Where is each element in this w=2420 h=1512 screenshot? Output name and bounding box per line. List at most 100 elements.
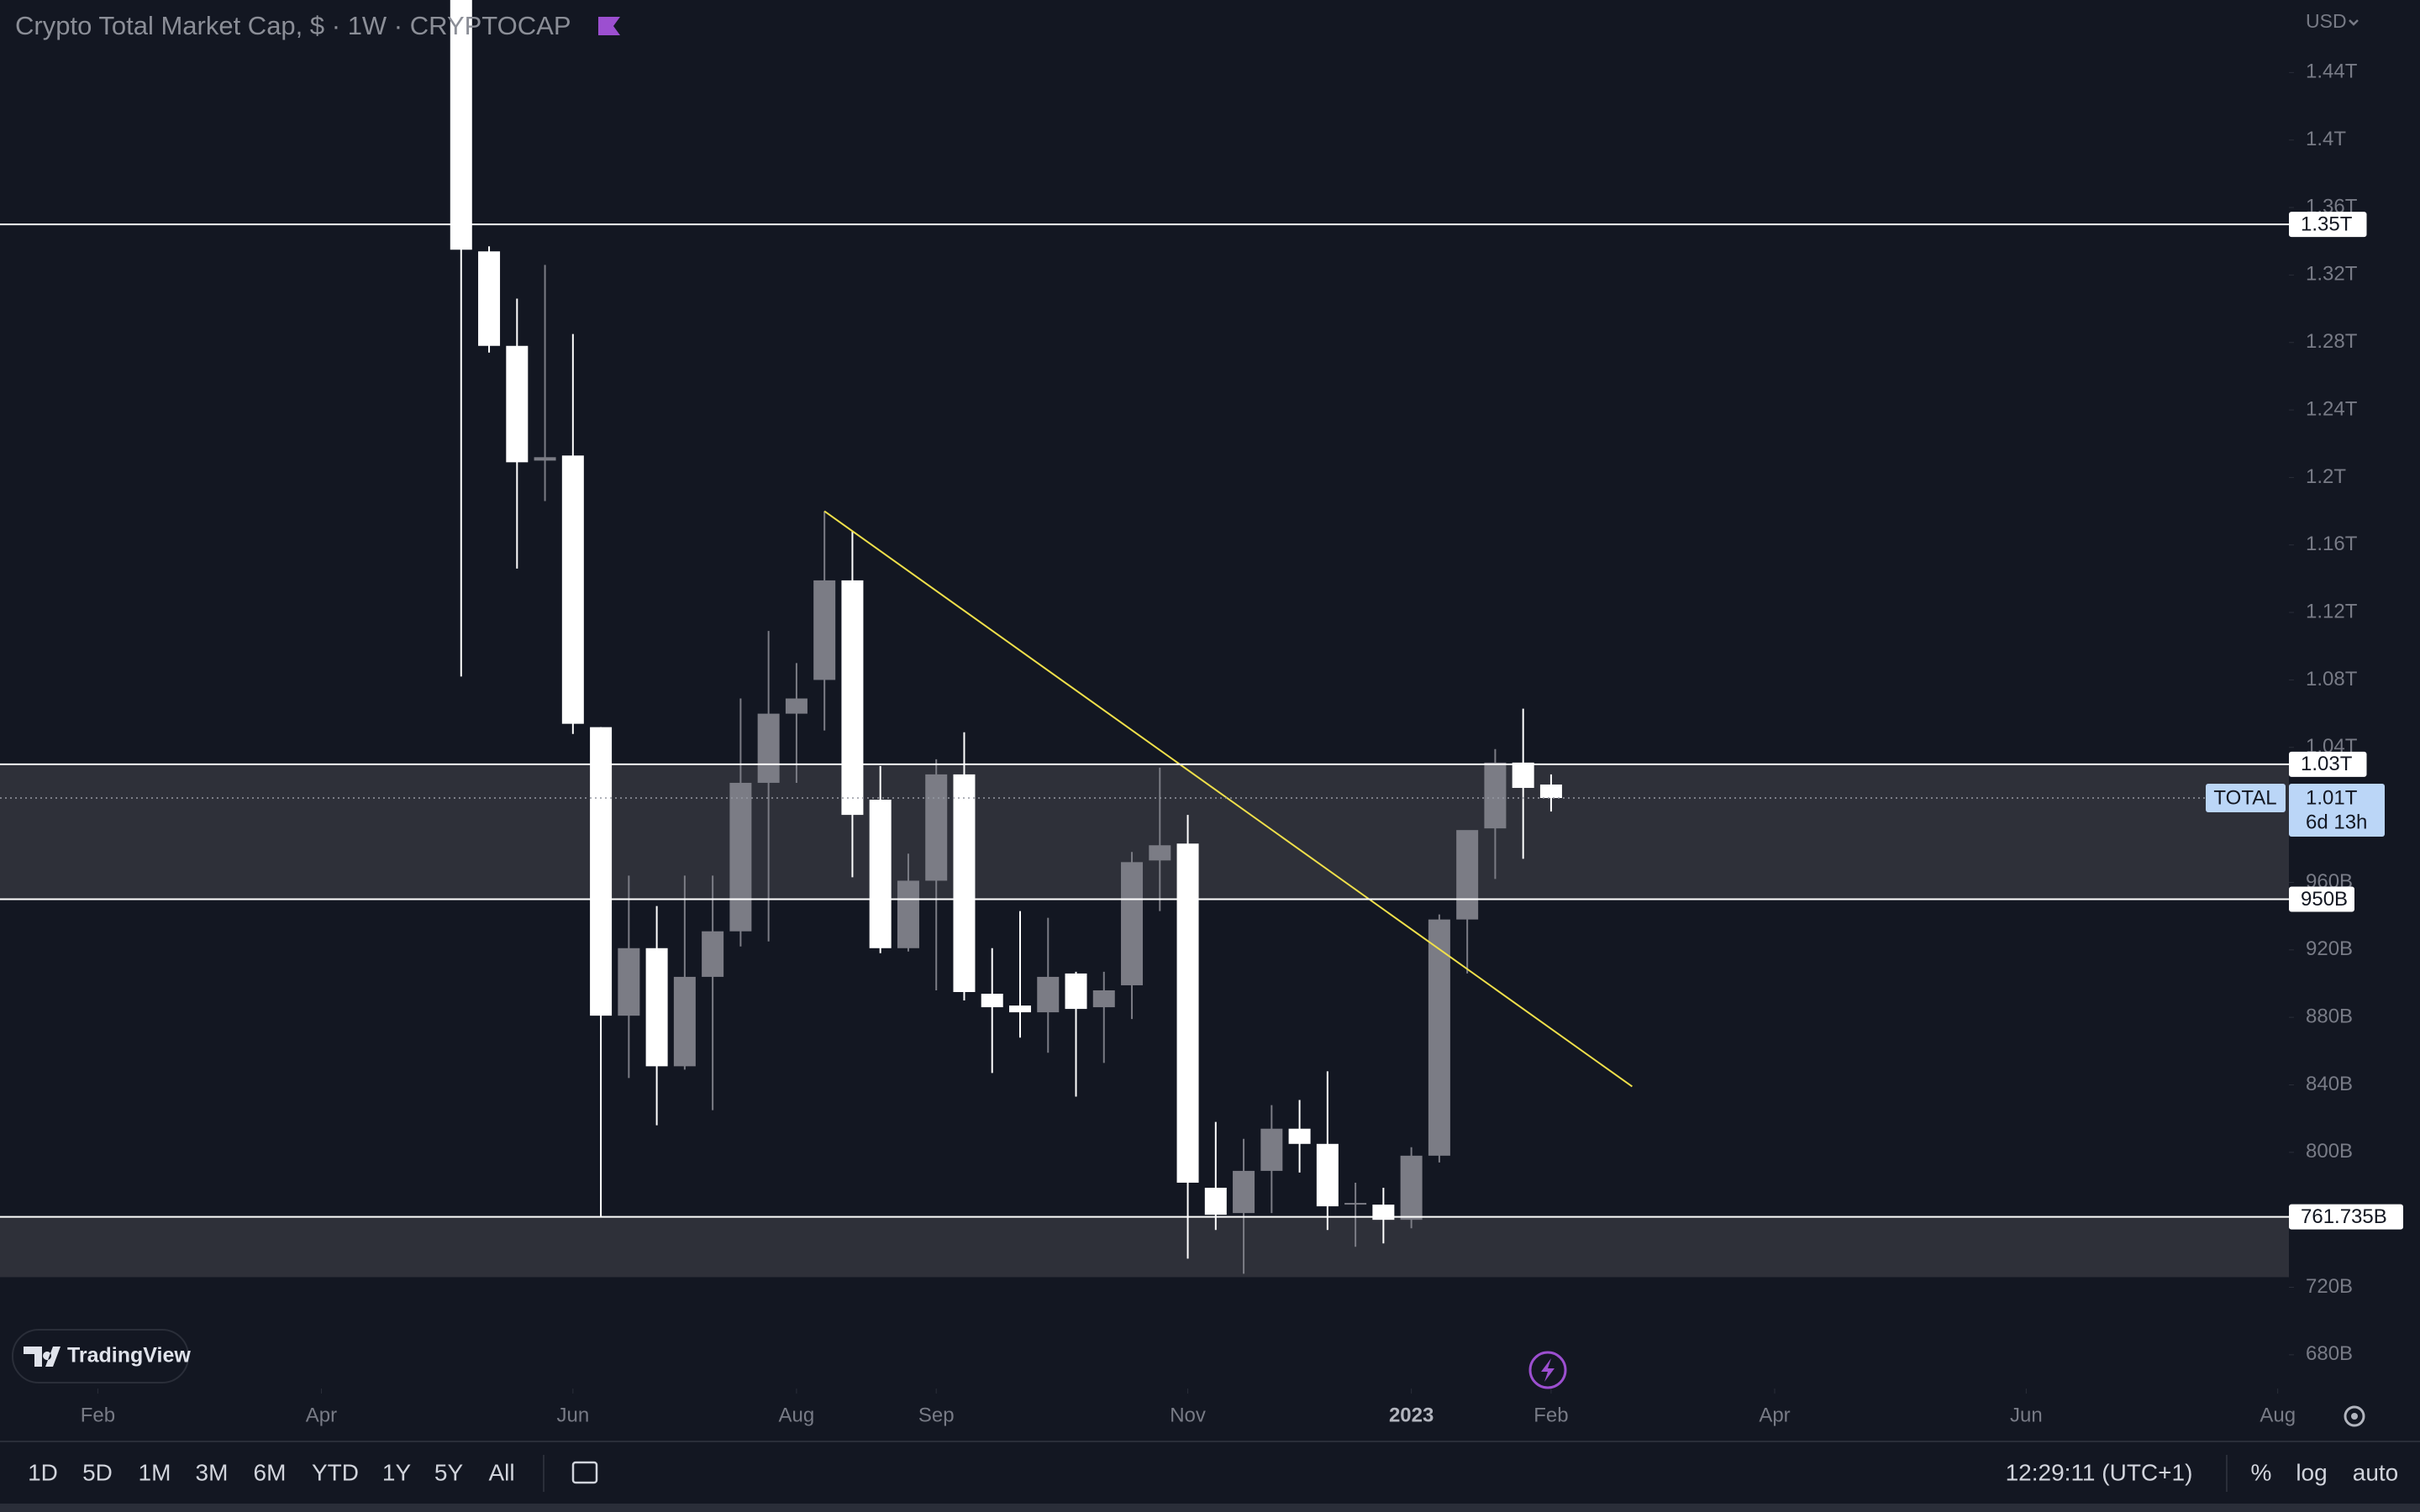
x-tick-label: Aug	[779, 1404, 815, 1426]
candle-body	[1512, 762, 1534, 788]
branding-badge[interactable]	[12, 1329, 189, 1383]
series-name: TOTAL	[2213, 786, 2276, 809]
zone	[0, 764, 2289, 900]
y-tick-label: 840B	[2306, 1073, 2353, 1095]
candle-body	[1008, 1005, 1031, 1013]
y-tick-label: 1.24T	[2306, 397, 2358, 420]
candle-body	[1372, 1205, 1395, 1221]
axes: 1.44T1.4T1.36T1.32T1.28T1.24T1.2T1.16T1.…	[81, 60, 2403, 1426]
candle-body	[450, 0, 472, 250]
candle-body	[1092, 990, 1115, 1008]
candle-body	[953, 774, 976, 993]
branding: TradingView	[67, 1344, 191, 1368]
candle-body	[506, 345, 529, 463]
x-tick-label: Aug	[2260, 1404, 2296, 1426]
gear-hub	[2351, 1413, 2358, 1420]
candle-body	[702, 931, 724, 977]
gear	[2344, 1405, 2365, 1427]
x-tick-label: Feb	[1534, 1404, 1568, 1426]
y-tick-label: 1.32T	[2306, 263, 2358, 286]
level-label: 1.03T	[2301, 753, 2353, 775]
range-button[interactable]: YTD	[312, 1459, 359, 1485]
plot-area	[0, 0, 2289, 1278]
candle-body	[561, 455, 584, 724]
candle-body	[1428, 919, 1450, 1156]
level-label: 1.35T	[2301, 213, 2353, 235]
level-label-box	[2289, 886, 2354, 912]
y-tick-label: 1.4T	[2306, 128, 2346, 150]
countdown: 6d 13h	[2306, 811, 2367, 833]
candle-body	[1400, 1155, 1423, 1221]
x-tick-label: Apr	[1759, 1404, 1790, 1426]
series-name-box	[2206, 784, 2286, 813]
chart-title: Crypto Total Market Cap, $ · 1W · CRYPTO…	[15, 11, 571, 40]
candle-body	[1149, 845, 1171, 861]
candle-body	[729, 782, 752, 932]
y-tick-label: 1.08T	[2306, 668, 2358, 690]
zone	[0, 1216, 2289, 1278]
candle-body	[1456, 830, 1479, 920]
chevron	[2349, 19, 2359, 26]
candle-body	[1484, 762, 1507, 829]
y-tick-label: 1.28T	[2306, 330, 2358, 353]
date-range-icon[interactable]	[571, 1461, 598, 1484]
x-tick-label: Sep	[918, 1404, 955, 1426]
y-tick-label: 720B	[2306, 1275, 2353, 1298]
y-tick-label: 880B	[2306, 1005, 2353, 1027]
x-tick-label: Jun	[2010, 1404, 2043, 1426]
range-button[interactable]: 3M	[196, 1459, 229, 1485]
y-tick-label: 1.16T	[2306, 533, 2358, 555]
y-tick-label: 680B	[2306, 1342, 2353, 1365]
event-bolt	[1541, 1358, 1555, 1382]
candle-body	[590, 727, 613, 1016]
range-button[interactable]: 5D	[82, 1459, 113, 1485]
candle-body	[785, 698, 808, 714]
current-price-box	[2289, 784, 2385, 837]
range-button[interactable]: 6M	[254, 1459, 287, 1485]
y-tick-label: 920B	[2306, 937, 2353, 960]
y-tick-label: 800B	[2306, 1140, 2353, 1163]
x-tick-label: Nov	[1170, 1404, 1206, 1426]
x-tick-label: 2023	[1389, 1404, 1434, 1426]
range-button[interactable]: All	[488, 1459, 514, 1485]
range-button[interactable]: 5Y	[434, 1459, 464, 1485]
scale-option[interactable]: %	[2251, 1459, 2272, 1485]
candle-body	[1065, 973, 1087, 1010]
clock: 12:29:11 (UTC+1)	[2006, 1459, 2193, 1485]
candle-body	[1204, 1187, 1227, 1215]
candle-body	[981, 994, 1003, 1008]
range-button[interactable]: 1Y	[382, 1459, 412, 1485]
scale-option[interactable]: log	[2296, 1459, 2327, 1485]
level-label: 950B	[2301, 888, 2348, 911]
x-tick-label: Apr	[306, 1404, 337, 1426]
candle-body	[1539, 784, 1562, 799]
level-label-box	[2289, 751, 2367, 777]
candle-body	[478, 251, 501, 346]
x-tick-label: Jun	[556, 1404, 589, 1426]
scale-option[interactable]: auto	[2353, 1459, 2399, 1485]
candle-body	[897, 880, 919, 948]
candle-body	[757, 713, 780, 783]
candle-body	[618, 948, 640, 1016]
candle-body	[869, 800, 892, 948]
candle-body	[534, 457, 556, 461]
range-button[interactable]: 1M	[139, 1459, 171, 1485]
range-button[interactable]: 1D	[28, 1459, 58, 1485]
current-price-label: 1.01T	[2306, 786, 2358, 809]
candle-body	[645, 948, 668, 1067]
candle-body	[673, 976, 696, 1067]
x-tick-label: Feb	[81, 1404, 115, 1426]
event-icon[interactable]	[1528, 1351, 1567, 1389]
toolbar: 1D 5D 1M 3M 6M YTD 1Y 5Y All 12:29:11 (UTC+1)% log…	[28, 1459, 2398, 1485]
settings-icon[interactable]	[2344, 1405, 2365, 1427]
flag-icon	[598, 17, 620, 35]
y-tick-label: 1.12T	[2306, 600, 2358, 622]
level-label-box	[2289, 212, 2367, 238]
candle-body	[1288, 1128, 1311, 1144]
currency[interactable]: USD	[2306, 10, 2347, 32]
candle-body	[1176, 843, 1199, 1183]
trendline	[823, 510, 1633, 1088]
